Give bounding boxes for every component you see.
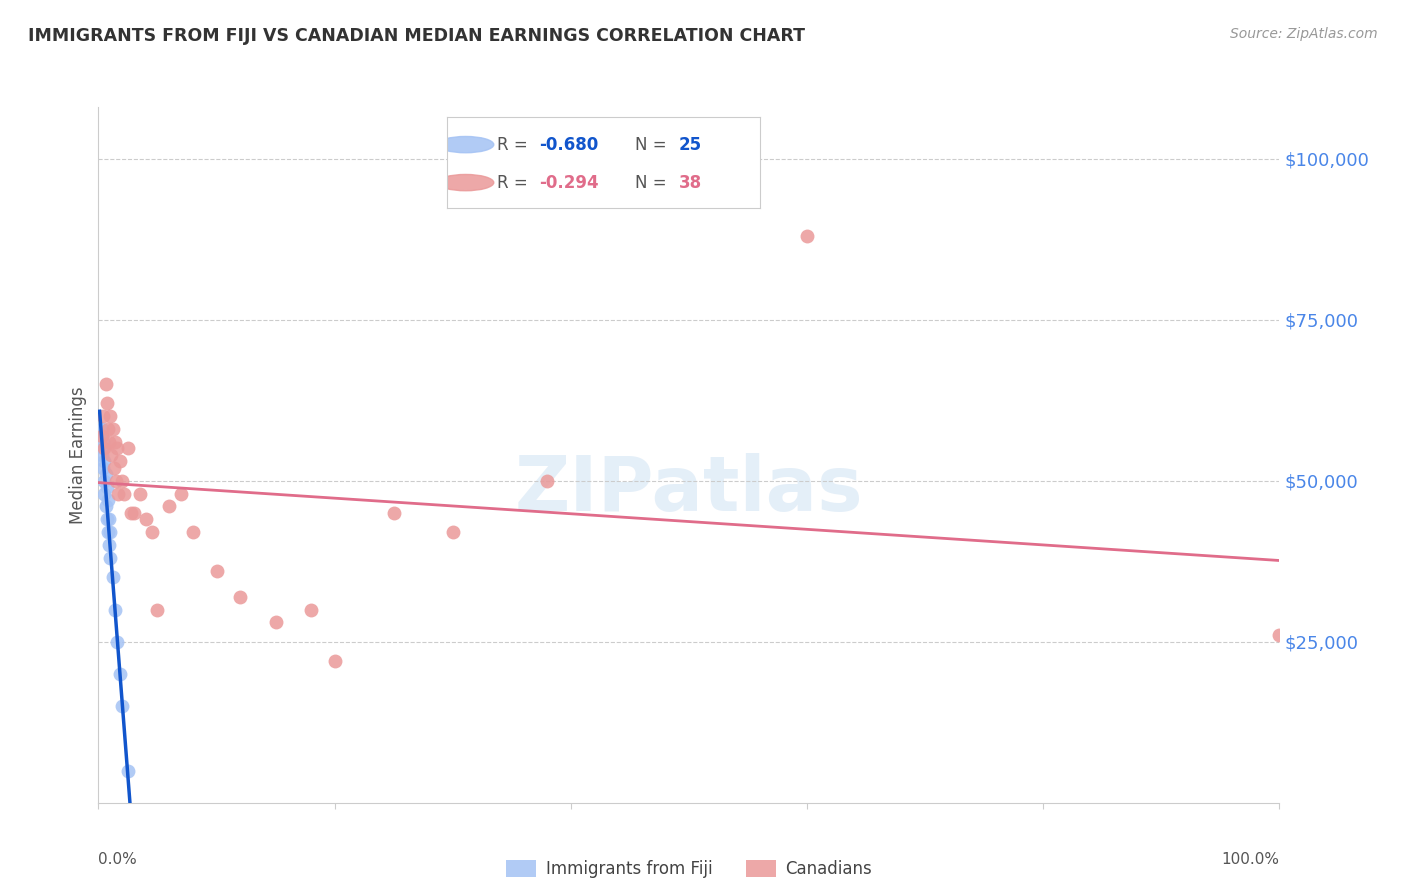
Point [112,486,135,500]
Point [98,409,121,424]
Point [122,506,145,520]
Point [105,634,128,648]
Point [229,590,252,604]
Point [117,442,139,456]
Point [107,486,129,500]
Point [128,486,150,500]
Point [93,474,115,488]
Point [98,525,121,540]
Point [97,493,120,508]
Point [157,500,180,514]
Point [101,570,124,584]
Point [264,615,287,630]
Point [382,506,405,520]
Point [93,442,115,456]
Point [135,512,157,526]
Point [96,480,118,494]
Point [103,460,125,475]
Point [91,422,114,436]
Point [104,435,127,450]
Point [108,667,131,681]
Point [97,525,120,540]
Point [91,435,114,450]
Point [796,228,818,243]
Point [93,454,115,468]
Point [146,602,169,616]
Point [96,512,118,526]
Point [98,551,121,566]
Point [94,377,117,392]
Point [170,486,193,500]
Point [91,442,114,456]
Point [536,474,558,488]
Point [1268,628,1291,642]
Point [97,422,120,436]
Point [111,699,134,714]
Text: IMMIGRANTS FROM FIJI VS CANADIAN MEDIAN EARNINGS CORRELATION CHART: IMMIGRANTS FROM FIJI VS CANADIAN MEDIAN … [28,27,806,45]
Point [100,448,122,462]
Point [94,500,117,514]
Point [101,422,124,436]
Text: Source: ZipAtlas.com: Source: ZipAtlas.com [1230,27,1378,41]
Text: 0.0%: 0.0% [98,852,138,866]
Point [108,454,131,468]
Point [91,409,114,424]
Text: 100.0%: 100.0% [1222,852,1279,866]
Point [299,602,322,616]
Point [104,602,127,616]
Point [91,428,114,442]
Text: ZIPatlas: ZIPatlas [515,453,863,526]
Point [91,428,114,442]
Point [121,506,143,520]
Point [323,654,346,668]
Point [181,525,204,540]
Point [98,435,121,450]
Point [91,460,114,475]
Point [96,396,118,410]
Point [205,564,228,578]
Point [105,442,128,456]
Point [105,474,128,488]
Point [98,512,121,526]
Point [117,764,139,778]
Point [111,474,134,488]
Point [93,486,115,500]
Legend: Immigrants from Fiji, Canadians: Immigrants from Fiji, Canadians [499,854,879,885]
Y-axis label: Median Earnings: Median Earnings [69,386,87,524]
Point [94,467,117,482]
Point [441,525,464,540]
Point [91,448,114,462]
Point [98,538,121,552]
Point [141,525,163,540]
